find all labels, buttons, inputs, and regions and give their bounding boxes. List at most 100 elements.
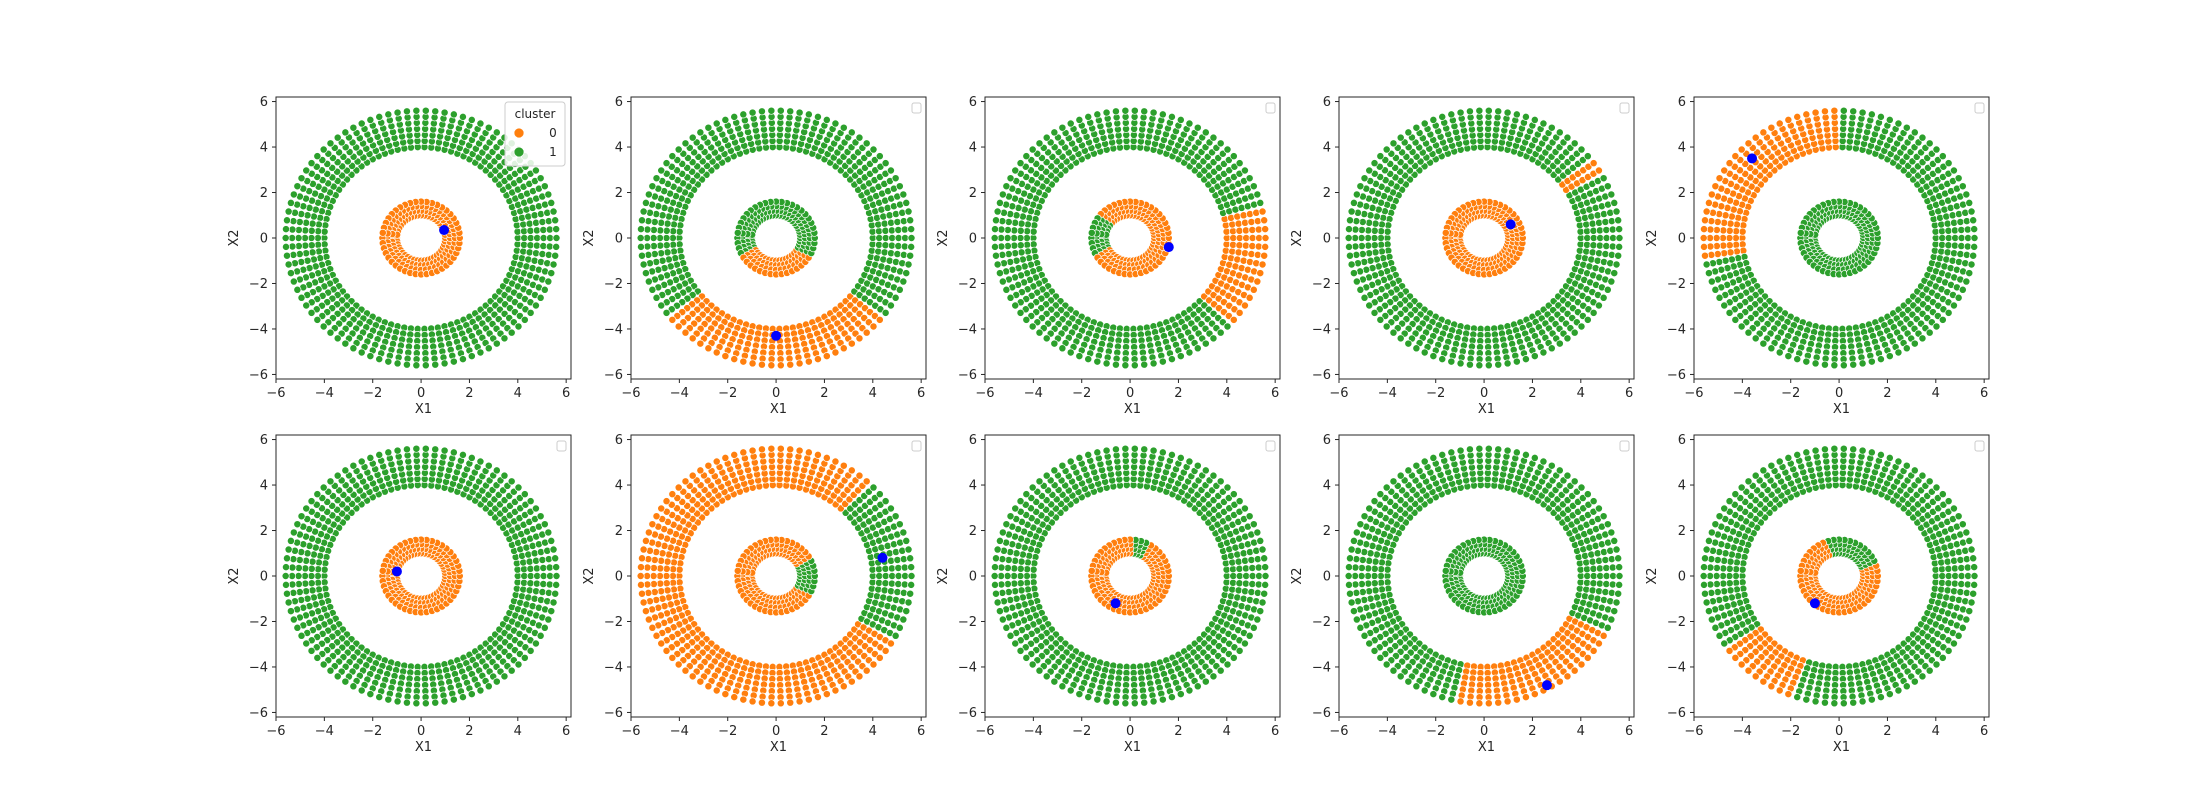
outer-ring-point: [891, 258, 900, 266]
outer-ring-point: [284, 598, 293, 607]
outer-ring-point: [326, 328, 335, 337]
outer-ring-point: [530, 256, 539, 265]
outer-ring-point: [1111, 360, 1120, 369]
outer-ring-point: [357, 457, 366, 466]
outer-ring-point: [671, 213, 680, 222]
outer-ring-point: [804, 110, 813, 119]
outer-ring-point: [880, 219, 889, 228]
outer-ring-point: [1372, 212, 1381, 221]
outer-ring-point: [1734, 213, 1743, 222]
outer-ring-point: [1241, 218, 1249, 227]
outer-ring-point: [998, 190, 1007, 199]
outer-ring-point: [1245, 174, 1254, 183]
outer-ring-point: [518, 254, 526, 263]
outer-ring-point: [786, 360, 795, 369]
outer-ring-point: [1731, 315, 1740, 324]
outer-ring-point: [524, 593, 533, 602]
outer-ring-point: [648, 182, 657, 191]
outer-ring-point: [1720, 166, 1729, 175]
outer-ring-point: [1258, 260, 1267, 269]
legend-label: 1: [549, 145, 557, 159]
outer-ring-point: [1751, 133, 1760, 142]
outer-ring-point: [284, 207, 293, 216]
outer-ring-point: [540, 623, 549, 632]
outer-ring-point: [776, 106, 785, 115]
outer-ring-point: [1938, 315, 1947, 324]
outer-ring-point: [1352, 217, 1361, 226]
outer-ring-point: [316, 213, 325, 222]
outer-ring-point: [1943, 248, 1952, 257]
outer-ring-point: [875, 315, 884, 324]
outer-ring-point: [1252, 208, 1261, 217]
outer-ring-point: [1158, 110, 1167, 119]
outer-ring-point: [1577, 322, 1586, 331]
outer-ring-point: [688, 334, 697, 343]
outer-ring-point: [333, 672, 342, 681]
outer-ring-point: [1962, 190, 1971, 199]
outer-ring-point: [1084, 355, 1093, 364]
outer-ring-point: [458, 355, 467, 364]
outer-ring-point: [538, 588, 547, 596]
outer-ring-point: [302, 166, 311, 175]
outer-ring-point: [1775, 348, 1784, 357]
outer-ring-point: [879, 212, 888, 221]
outer-ring-point: [1420, 119, 1429, 128]
outer-ring-point: [297, 596, 306, 604]
outer-ring-point: [1751, 334, 1760, 343]
outer-ring-point: [281, 234, 290, 242]
outer-ring-point: [1216, 139, 1225, 148]
outer-ring-point: [431, 698, 440, 707]
outer-ring-point: [1555, 128, 1564, 137]
outer-ring-point: [1011, 166, 1020, 175]
outer-ring-point: [525, 586, 534, 595]
outer-ring-point: [283, 251, 291, 260]
outer-ring-point: [813, 355, 822, 364]
outer-ring-point: [313, 315, 322, 324]
outer-ring-point: [1962, 250, 1971, 259]
outer-ring-point: [302, 218, 311, 227]
outer-ring-point: [1767, 344, 1776, 353]
outer-ring-point: [1017, 248, 1026, 257]
outer-ring-point: [995, 198, 1004, 207]
outer-ring-point: [526, 646, 535, 655]
outer-ring-point: [282, 580, 290, 589]
outer-ring-point: [1962, 277, 1971, 286]
outer-ring-point: [899, 217, 908, 226]
y-tick-label: 4: [1323, 141, 1331, 156]
outer-ring-point: [887, 249, 895, 258]
outer-ring-point: [1379, 254, 1388, 263]
outer-ring-point: [1615, 242, 1624, 251]
outer-ring-point: [1227, 254, 1235, 263]
outer-ring-point: [1902, 344, 1911, 353]
outer-ring-point: [341, 677, 350, 686]
outer-ring-point: [1715, 210, 1724, 218]
outer-ring-point: [1708, 208, 1717, 217]
outer-ring-point: [1066, 119, 1075, 128]
outer-ring-point: [904, 207, 913, 216]
outer-ring-point: [316, 254, 325, 263]
outer-ring-point: [326, 139, 335, 148]
x-tick-label: 2: [465, 386, 473, 401]
outer-ring-point: [1050, 339, 1059, 348]
y-tick-label: −6: [1312, 368, 1331, 383]
outer-ring-point: [1465, 107, 1474, 116]
outer-ring-point: [297, 293, 306, 302]
outer-ring-point: [891, 174, 900, 183]
outer-ring-point: [991, 225, 999, 234]
outer-ring-point: [431, 445, 440, 454]
outer-ring-point: [536, 293, 545, 302]
outer-ring-point: [1345, 242, 1353, 251]
outer-ring-point: [384, 448, 393, 457]
outer-ring-point: [1563, 334, 1572, 343]
outer-ring-point: [536, 596, 545, 604]
outer-ring-point: [282, 242, 290, 251]
outer-ring-point: [520, 315, 529, 324]
outer-ring-point: [1111, 107, 1120, 116]
outer-ring-point: [518, 592, 526, 601]
outer-ring-point: [895, 182, 904, 191]
outer-ring-point: [520, 653, 529, 662]
outer-ring-point: [519, 220, 528, 229]
outer-ring-point: [1969, 216, 1978, 225]
